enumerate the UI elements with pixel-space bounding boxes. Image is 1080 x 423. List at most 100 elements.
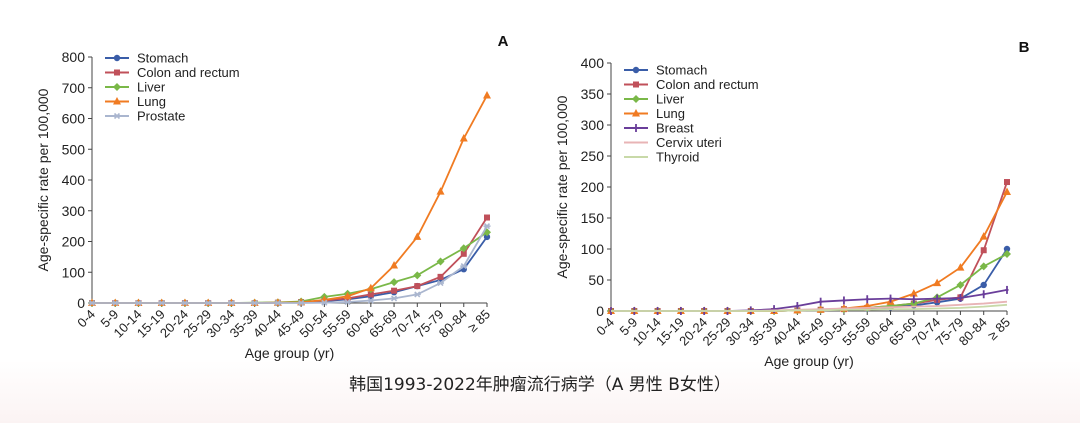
y-axis-title: Age-specific rate per 100,000 xyxy=(554,95,570,278)
data-point-liver xyxy=(459,244,468,253)
series-lung xyxy=(607,187,1011,314)
caption-band xyxy=(0,360,1080,423)
panel-label: A xyxy=(498,33,509,50)
legend-label: Colon and rectum xyxy=(137,65,240,80)
series-thyroid xyxy=(611,303,1008,312)
data-point-liver xyxy=(390,278,399,287)
data-point-lung xyxy=(366,283,375,292)
legend-marker xyxy=(113,83,121,91)
data-point-prostate xyxy=(390,295,398,302)
legend-label: Breast xyxy=(656,121,694,136)
data-point-breast xyxy=(819,297,823,306)
legend-marker xyxy=(632,95,640,103)
legend-item: Thyroid xyxy=(624,150,699,165)
data-point-lung xyxy=(1003,187,1011,195)
data-point-colon-and-rectum xyxy=(1004,179,1010,186)
legend-item: Prostate xyxy=(105,109,185,124)
series-line-lung xyxy=(611,191,1008,312)
y-tick-label: 200 xyxy=(581,179,605,195)
data-point-prostate xyxy=(204,299,212,307)
y-tick-label: 600 xyxy=(62,111,86,127)
data-point-prostate xyxy=(437,279,445,287)
data-point-breast xyxy=(889,294,893,303)
data-point-prostate xyxy=(483,223,491,230)
series-line-thyroid xyxy=(611,303,1008,312)
y-tick-label: 200 xyxy=(62,234,86,250)
data-point-breast xyxy=(958,293,962,302)
data-point-prostate xyxy=(134,299,142,307)
legend-label: Colon and rectum xyxy=(656,77,759,92)
data-point-breast xyxy=(865,295,869,304)
y-tick-label: 0 xyxy=(596,303,604,319)
data-point-prostate xyxy=(158,299,166,307)
data-point-lung xyxy=(956,263,965,271)
data-point-breast xyxy=(795,302,799,311)
data-point-breast xyxy=(842,296,846,305)
data-point-breast xyxy=(935,294,939,303)
data-point-lung xyxy=(343,291,352,300)
legend-item: Breast xyxy=(624,121,694,136)
legend-item: Lung xyxy=(105,94,166,109)
data-point-stomach xyxy=(1003,245,1011,253)
x-tick-label: ≥ 85 xyxy=(985,315,1013,343)
data-point-prostate xyxy=(297,299,305,307)
series-line-liver xyxy=(611,253,1008,312)
data-point-prostate xyxy=(181,299,189,307)
series-stomach xyxy=(88,233,491,307)
x-axis-title: Age group (yr) xyxy=(764,353,853,369)
legend-marker xyxy=(114,69,120,76)
y-tick-label: 250 xyxy=(581,148,605,164)
legend-marker xyxy=(632,109,640,117)
y-tick-label: 100 xyxy=(581,241,605,257)
data-point-liver xyxy=(909,299,918,308)
data-point-liver xyxy=(956,280,965,289)
x-axis-title: Age group (yr) xyxy=(245,345,334,361)
y-tick-label: 150 xyxy=(581,210,605,226)
series-prostate xyxy=(88,223,491,307)
panel-label: B xyxy=(1019,39,1030,56)
y-tick-label: 500 xyxy=(62,141,86,157)
data-point-lung xyxy=(413,232,422,240)
y-tick-label: 300 xyxy=(62,203,86,219)
y-tick-label: 700 xyxy=(62,80,86,96)
data-point-prostate xyxy=(460,263,468,270)
legend-label: Lung xyxy=(656,106,685,121)
data-point-lung xyxy=(390,260,399,269)
figure-caption: 韩国1993-2022年肿瘤流行病学（A 男性 B女性） xyxy=(349,375,731,395)
data-point-liver xyxy=(436,257,445,266)
legend-item: Liver xyxy=(105,80,166,95)
data-point-prostate xyxy=(413,291,421,298)
y-tick-label: 400 xyxy=(62,172,86,188)
legend-item: Stomach xyxy=(624,63,707,78)
y-tick-label: 800 xyxy=(62,49,86,65)
series-line-liver xyxy=(92,231,488,304)
series-colon-and-rectum xyxy=(608,179,1010,314)
data-point-prostate xyxy=(111,299,119,307)
legend-label: Liver xyxy=(656,92,685,107)
data-point-liver xyxy=(1003,249,1011,258)
series-line-stomach xyxy=(611,248,1008,312)
series-line-prostate xyxy=(92,225,488,304)
x-tick-label: ≥ 85 xyxy=(465,307,493,335)
legend-marker xyxy=(633,81,639,88)
data-point-prostate xyxy=(227,299,235,307)
data-point-stomach xyxy=(980,281,987,289)
data-point-breast xyxy=(1005,285,1009,294)
data-point-prostate xyxy=(320,299,328,306)
data-point-lung xyxy=(436,187,445,195)
data-point-prostate xyxy=(274,299,282,307)
legend-label: Stomach xyxy=(656,63,707,78)
series-colon-and-rectum xyxy=(89,214,490,306)
legend-label: Liver xyxy=(137,80,166,95)
data-point-liver xyxy=(413,271,422,280)
data-point-lung xyxy=(933,278,942,287)
legend-marker xyxy=(632,66,640,74)
legend-item: Stomach xyxy=(105,51,188,66)
legend-item: Cervix uteri xyxy=(624,135,722,150)
legend-item: Liver xyxy=(624,92,685,107)
